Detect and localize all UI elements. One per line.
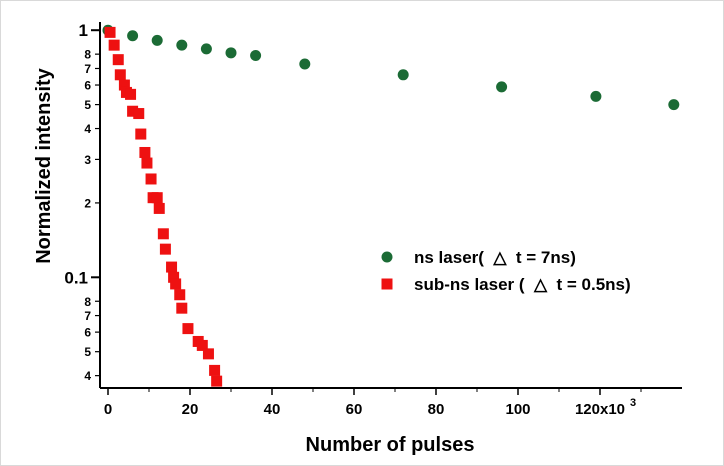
legend-marker	[381, 251, 393, 263]
data-point	[299, 58, 311, 70]
series-2	[104, 26, 223, 387]
x-tick-label: 120x10	[575, 401, 625, 418]
x-tick-label: 40	[264, 401, 281, 418]
y-minor-tick-label: 8	[84, 48, 91, 62]
data-point	[668, 99, 680, 111]
x-tick-label: 0	[104, 401, 112, 418]
y-minor-tick-label: 6	[84, 79, 91, 93]
data-point	[174, 289, 186, 301]
data-point	[159, 243, 171, 255]
y-minor-tick-label: 4	[84, 369, 91, 383]
legend: ns laser( △ t = 7ns) sub-ns laser ( △ t =…	[381, 248, 631, 294]
data-point	[127, 105, 139, 117]
y-minor-tick-label: 8	[84, 295, 91, 309]
x-tick-label: 60	[346, 401, 363, 418]
x-tick-label: 20	[182, 401, 199, 418]
data-point	[104, 26, 116, 38]
data-point	[166, 261, 178, 273]
data-marks	[102, 24, 680, 387]
data-point	[176, 302, 188, 314]
x-tick-label: 80	[428, 401, 445, 418]
data-point	[250, 50, 262, 62]
data-point	[182, 323, 194, 335]
data-point	[151, 192, 163, 204]
y-minor-tick-label: 3	[84, 153, 91, 167]
data-point	[170, 278, 182, 290]
data-point	[168, 271, 180, 283]
data-point	[225, 47, 237, 59]
y-minor-tick-label: 7	[84, 62, 91, 76]
x-tick-exponent: 3	[630, 397, 636, 409]
data-point	[112, 54, 124, 66]
data-point	[133, 108, 145, 120]
y-major-tick-label: 1	[79, 21, 88, 40]
data-point	[145, 173, 157, 185]
data-point	[157, 228, 169, 240]
data-point	[127, 30, 139, 42]
x-axis-label: Number of pulses	[306, 434, 475, 456]
legend-label: ns laser( △ t = 7ns)	[414, 248, 576, 267]
data-point	[118, 79, 130, 91]
y-minor-tick-label: 6	[84, 326, 91, 340]
y-minor-tick-label: 7	[84, 309, 91, 323]
data-point	[139, 146, 151, 158]
data-point	[114, 69, 126, 81]
data-point	[196, 339, 208, 351]
series-1	[102, 24, 680, 111]
data-point	[496, 81, 508, 93]
data-point	[125, 88, 137, 100]
data-point	[141, 157, 153, 169]
data-point	[108, 39, 120, 51]
y-minor-tick-label: 2	[84, 196, 91, 210]
y-minor-tick-label: 4	[84, 122, 91, 136]
legend-label: sub-ns laser ( △ t = 0.5ns)	[414, 275, 631, 294]
data-point	[397, 69, 409, 81]
data-point	[590, 90, 602, 102]
x-tick-label: 100	[505, 401, 530, 418]
y-axis-label: Normalized intensity	[33, 67, 55, 263]
data-point	[151, 34, 163, 46]
y-major-tick-label: 0.1	[64, 268, 88, 287]
data-point	[200, 43, 212, 55]
y-minor-tick-label: 5	[84, 345, 91, 359]
data-point	[211, 375, 223, 387]
data-point	[153, 202, 165, 214]
legend-marker	[381, 278, 393, 290]
data-point	[209, 364, 221, 376]
data-point	[176, 39, 188, 51]
data-point	[202, 348, 214, 360]
data-point	[135, 128, 147, 140]
y-minor-tick-label: 5	[84, 98, 91, 112]
